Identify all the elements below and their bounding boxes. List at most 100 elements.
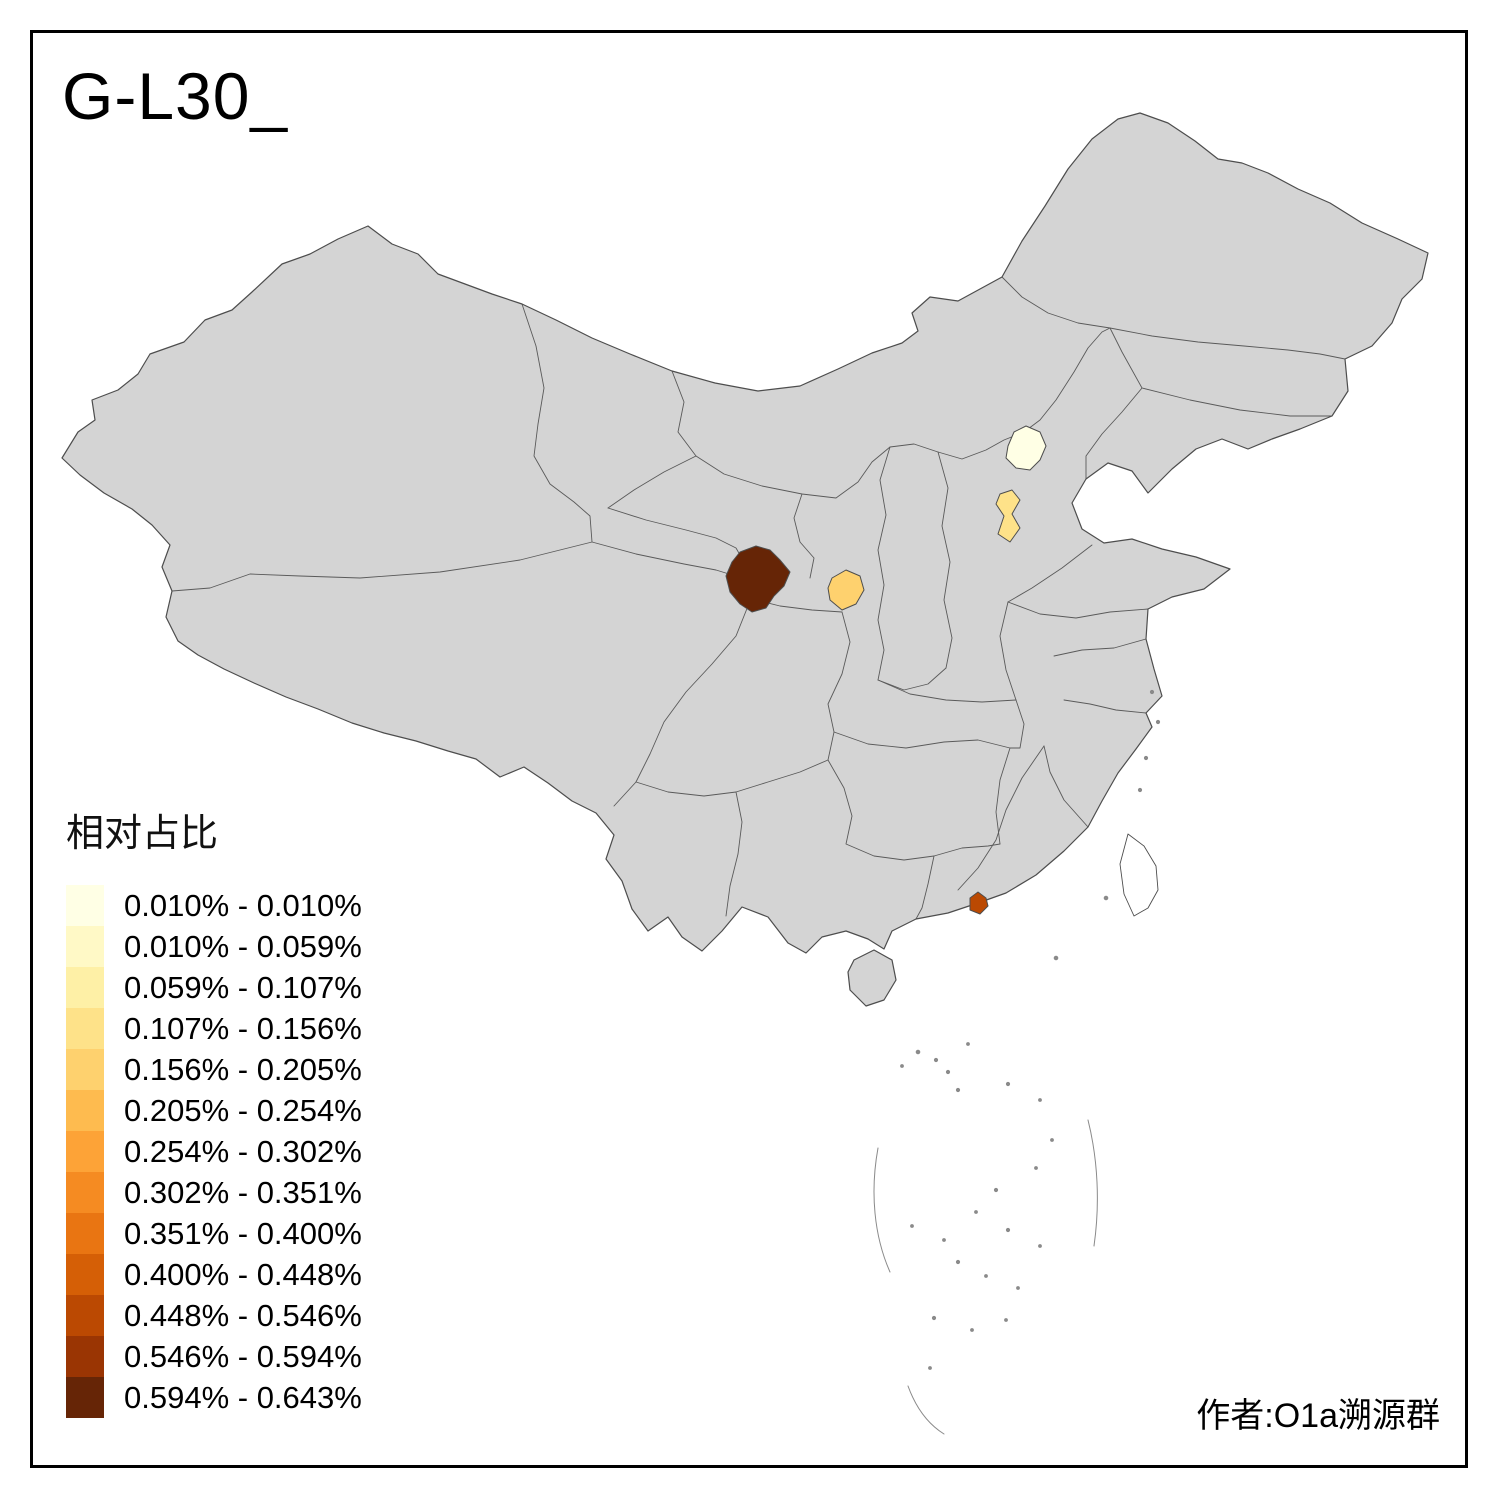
islet [1034,1166,1038,1170]
islet [1005,1081,1011,1087]
islet [970,1328,974,1332]
islet-arc [1087,1119,1098,1247]
legend-label: 0.302% - 0.351% [124,1174,362,1210]
province-border [1001,276,1111,329]
taiwan-island [1119,833,1159,917]
islet [955,1259,961,1265]
legend-item: 0.448% - 0.546% [66,1295,362,1336]
islet [1143,755,1149,761]
province-border [833,731,1011,749]
legend-label: 0.059% - 0.107% [124,969,362,1005]
region-tianjin [995,489,1021,543]
province-border [995,747,1011,845]
hainan-island [847,949,897,1007]
legend-swatch [66,1131,104,1172]
legend-item: 0.400% - 0.448% [66,1254,362,1295]
islet [928,1366,932,1370]
china-mainland-outline [61,112,1429,954]
province-border [1109,327,1346,360]
legend-items: 0.010% - 0.010% 0.010% - 0.059% 0.059% - 0… [66,885,362,1418]
islet [931,1315,937,1321]
islet [933,1057,939,1063]
province-border [915,855,935,920]
islet [1137,787,1143,793]
legend-swatch [66,967,104,1008]
region-guangdong-coast [969,891,989,915]
province-border [877,446,891,681]
legend-swatch [66,1295,104,1336]
islet [900,1064,904,1068]
legend-swatch [66,1090,104,1131]
province-border [671,327,1111,499]
region-gansu-qinghai [725,545,791,613]
province-border [933,843,1001,857]
province-borders [171,276,1346,920]
province-border [877,679,1017,703]
islet [942,1238,946,1242]
legend-label: 0.594% - 0.643% [124,1379,362,1415]
highlighted-regions [725,425,1047,915]
islet [1155,719,1161,725]
legend-label: 0.010% - 0.010% [124,887,362,923]
legend: 相对占比 0.010% - 0.010% 0.010% - 0.059% 0.059… [66,802,362,1418]
province-border [591,541,743,579]
south-china-sea-islands [873,689,1161,1435]
islet [966,1042,970,1046]
islet [1016,1286,1020,1290]
islet [945,1069,951,1075]
page-title: G-L30_ [62,59,289,133]
province-border [827,611,851,733]
province-border [937,451,953,669]
islet [1050,1138,1054,1142]
legend-item: 0.107% - 0.156% [66,1008,362,1049]
legend-label: 0.107% - 0.156% [124,1010,362,1046]
province-border [793,493,815,579]
legend-swatch [66,1049,104,1090]
legend-swatch [66,1377,104,1418]
attribution: 作者:O1a溯源群 [1196,1397,1440,1435]
islet-arc [873,1147,891,1273]
legend-swatch [66,1213,104,1254]
province-border [1063,699,1147,714]
islet [1005,1227,1011,1233]
legend-swatch [66,1336,104,1377]
legend-swatch [66,885,104,926]
province-border [171,541,593,592]
region-beijing [1005,425,1047,471]
islet [993,1187,999,1193]
legend-label: 0.546% - 0.594% [124,1338,362,1374]
province-border [725,791,743,917]
province-border [1043,745,1089,828]
legend-swatch [66,1172,104,1213]
legend-item: 0.059% - 0.107% [66,967,362,1008]
legend-item: 0.546% - 0.594% [66,1336,362,1377]
province-border [999,601,1017,701]
islet [1004,1318,1008,1322]
province-border [521,303,593,543]
legend-item: 0.254% - 0.302% [66,1131,362,1172]
islet [1038,1244,1042,1248]
legend-item: 0.205% - 0.254% [66,1090,362,1131]
province-border [1007,601,1149,619]
islet [984,1274,988,1278]
legend-item: 0.594% - 0.643% [66,1377,362,1418]
province-border [635,731,835,797]
province-border [1085,387,1143,480]
province-border [1009,699,1025,749]
islet [974,1210,978,1214]
islet [1103,895,1109,901]
legend-label: 0.400% - 0.448% [124,1256,362,1292]
legend-item: 0.010% - 0.010% [66,885,362,926]
legend-label: 0.254% - 0.302% [124,1133,362,1169]
province-border [957,745,1045,891]
province-border [1053,638,1147,657]
province-border [607,455,697,509]
legend-item: 0.010% - 0.059% [66,926,362,967]
legend-swatch [66,926,104,967]
province-border [613,577,749,807]
islet-arc [907,1385,945,1435]
province-border [877,667,947,691]
legend-label: 0.010% - 0.059% [124,928,362,964]
legend-swatch [66,1008,104,1049]
